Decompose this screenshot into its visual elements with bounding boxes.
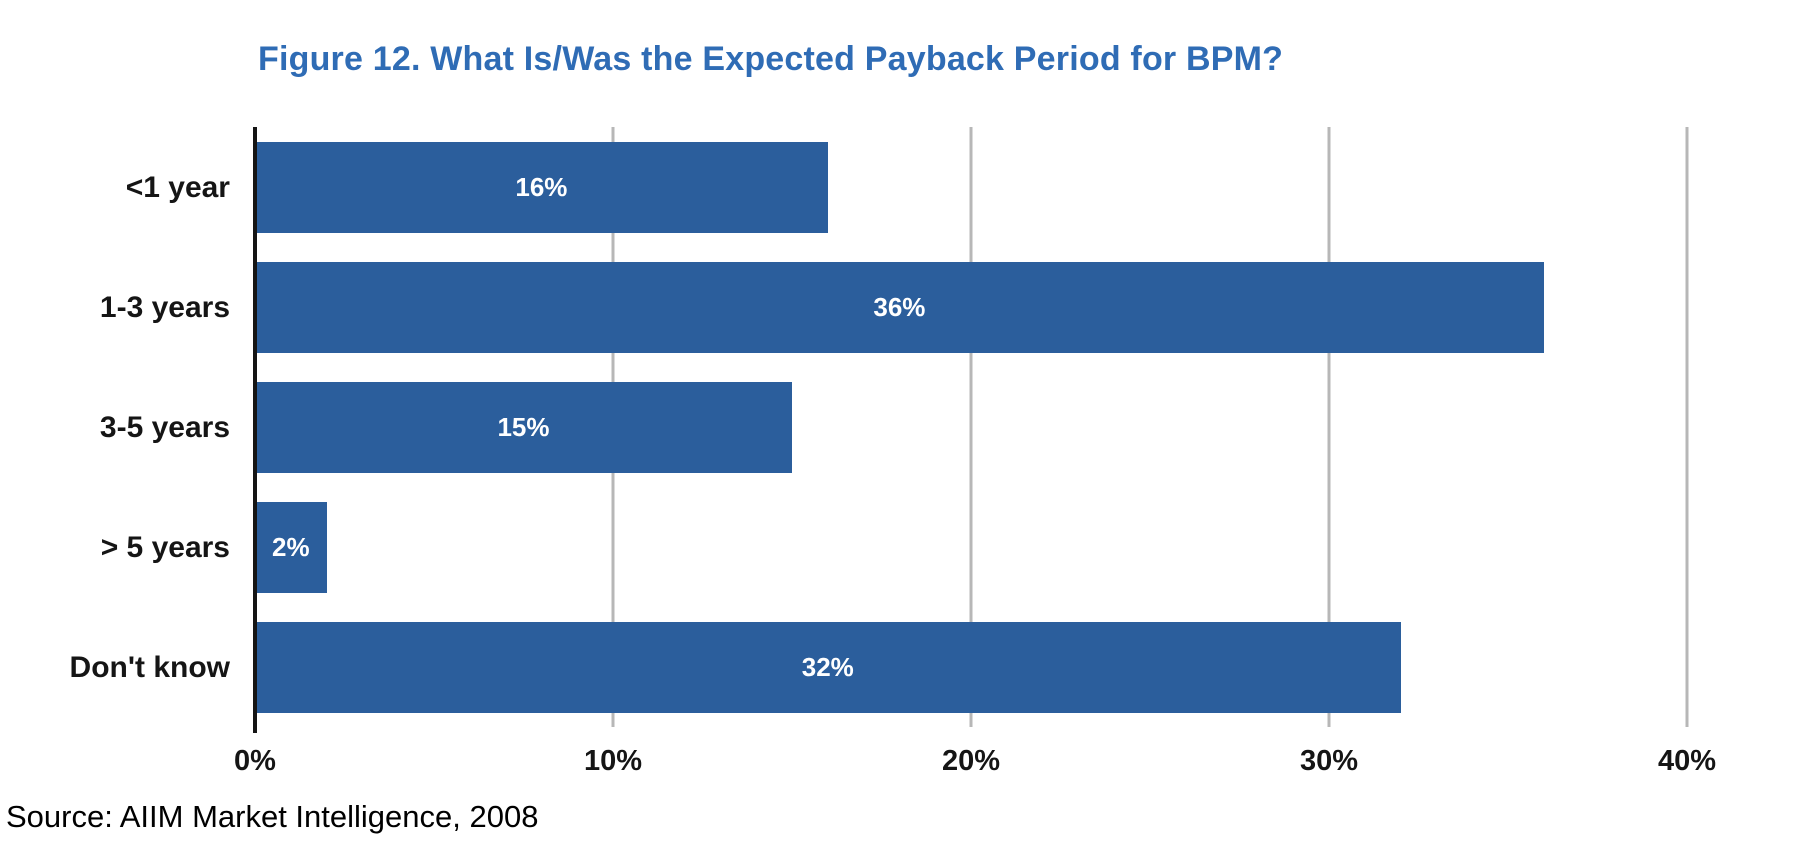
- bar-value-label: 2%: [272, 532, 310, 562]
- x-gridline: [969, 127, 973, 727]
- x-tick-label: 40%: [1657, 745, 1717, 777]
- x-tick-label: 30%: [1299, 745, 1359, 777]
- bar: 15%: [255, 382, 792, 473]
- x-tick-label: 10%: [583, 745, 643, 777]
- category-label: 1-3 years: [99, 291, 230, 324]
- category-label: > 5 years: [100, 531, 230, 564]
- category-label: <1 year: [125, 171, 230, 204]
- source-caption: Source: AIIM Market Intelligence, 2008: [6, 799, 539, 834]
- bar-value-label: 16%: [515, 172, 568, 202]
- bar-value-label: 32%: [801, 652, 854, 682]
- bar: 16%: [255, 142, 828, 233]
- x-gridline: [1685, 127, 1689, 727]
- bar: 36%: [255, 262, 1544, 353]
- x-gridline: [1327, 127, 1331, 727]
- x-tick-label: 0%: [234, 745, 276, 777]
- chart-title: Figure 12. What Is/Was the Expected Payb…: [258, 40, 1284, 78]
- x-tick-label: 20%: [941, 745, 1001, 777]
- bar-value-label: 15%: [497, 412, 550, 442]
- bar: 2%: [255, 502, 327, 593]
- y-axis-line: [253, 127, 257, 733]
- category-label: Don't know: [69, 651, 230, 684]
- plot-area: 0% 10% 20% 30% 40% 16% 36% 15% 2% 32%: [234, 127, 1716, 777]
- category-label: 3-5 years: [99, 411, 230, 444]
- bar: 32%: [255, 622, 1401, 713]
- bar-value-label: 36%: [873, 292, 926, 322]
